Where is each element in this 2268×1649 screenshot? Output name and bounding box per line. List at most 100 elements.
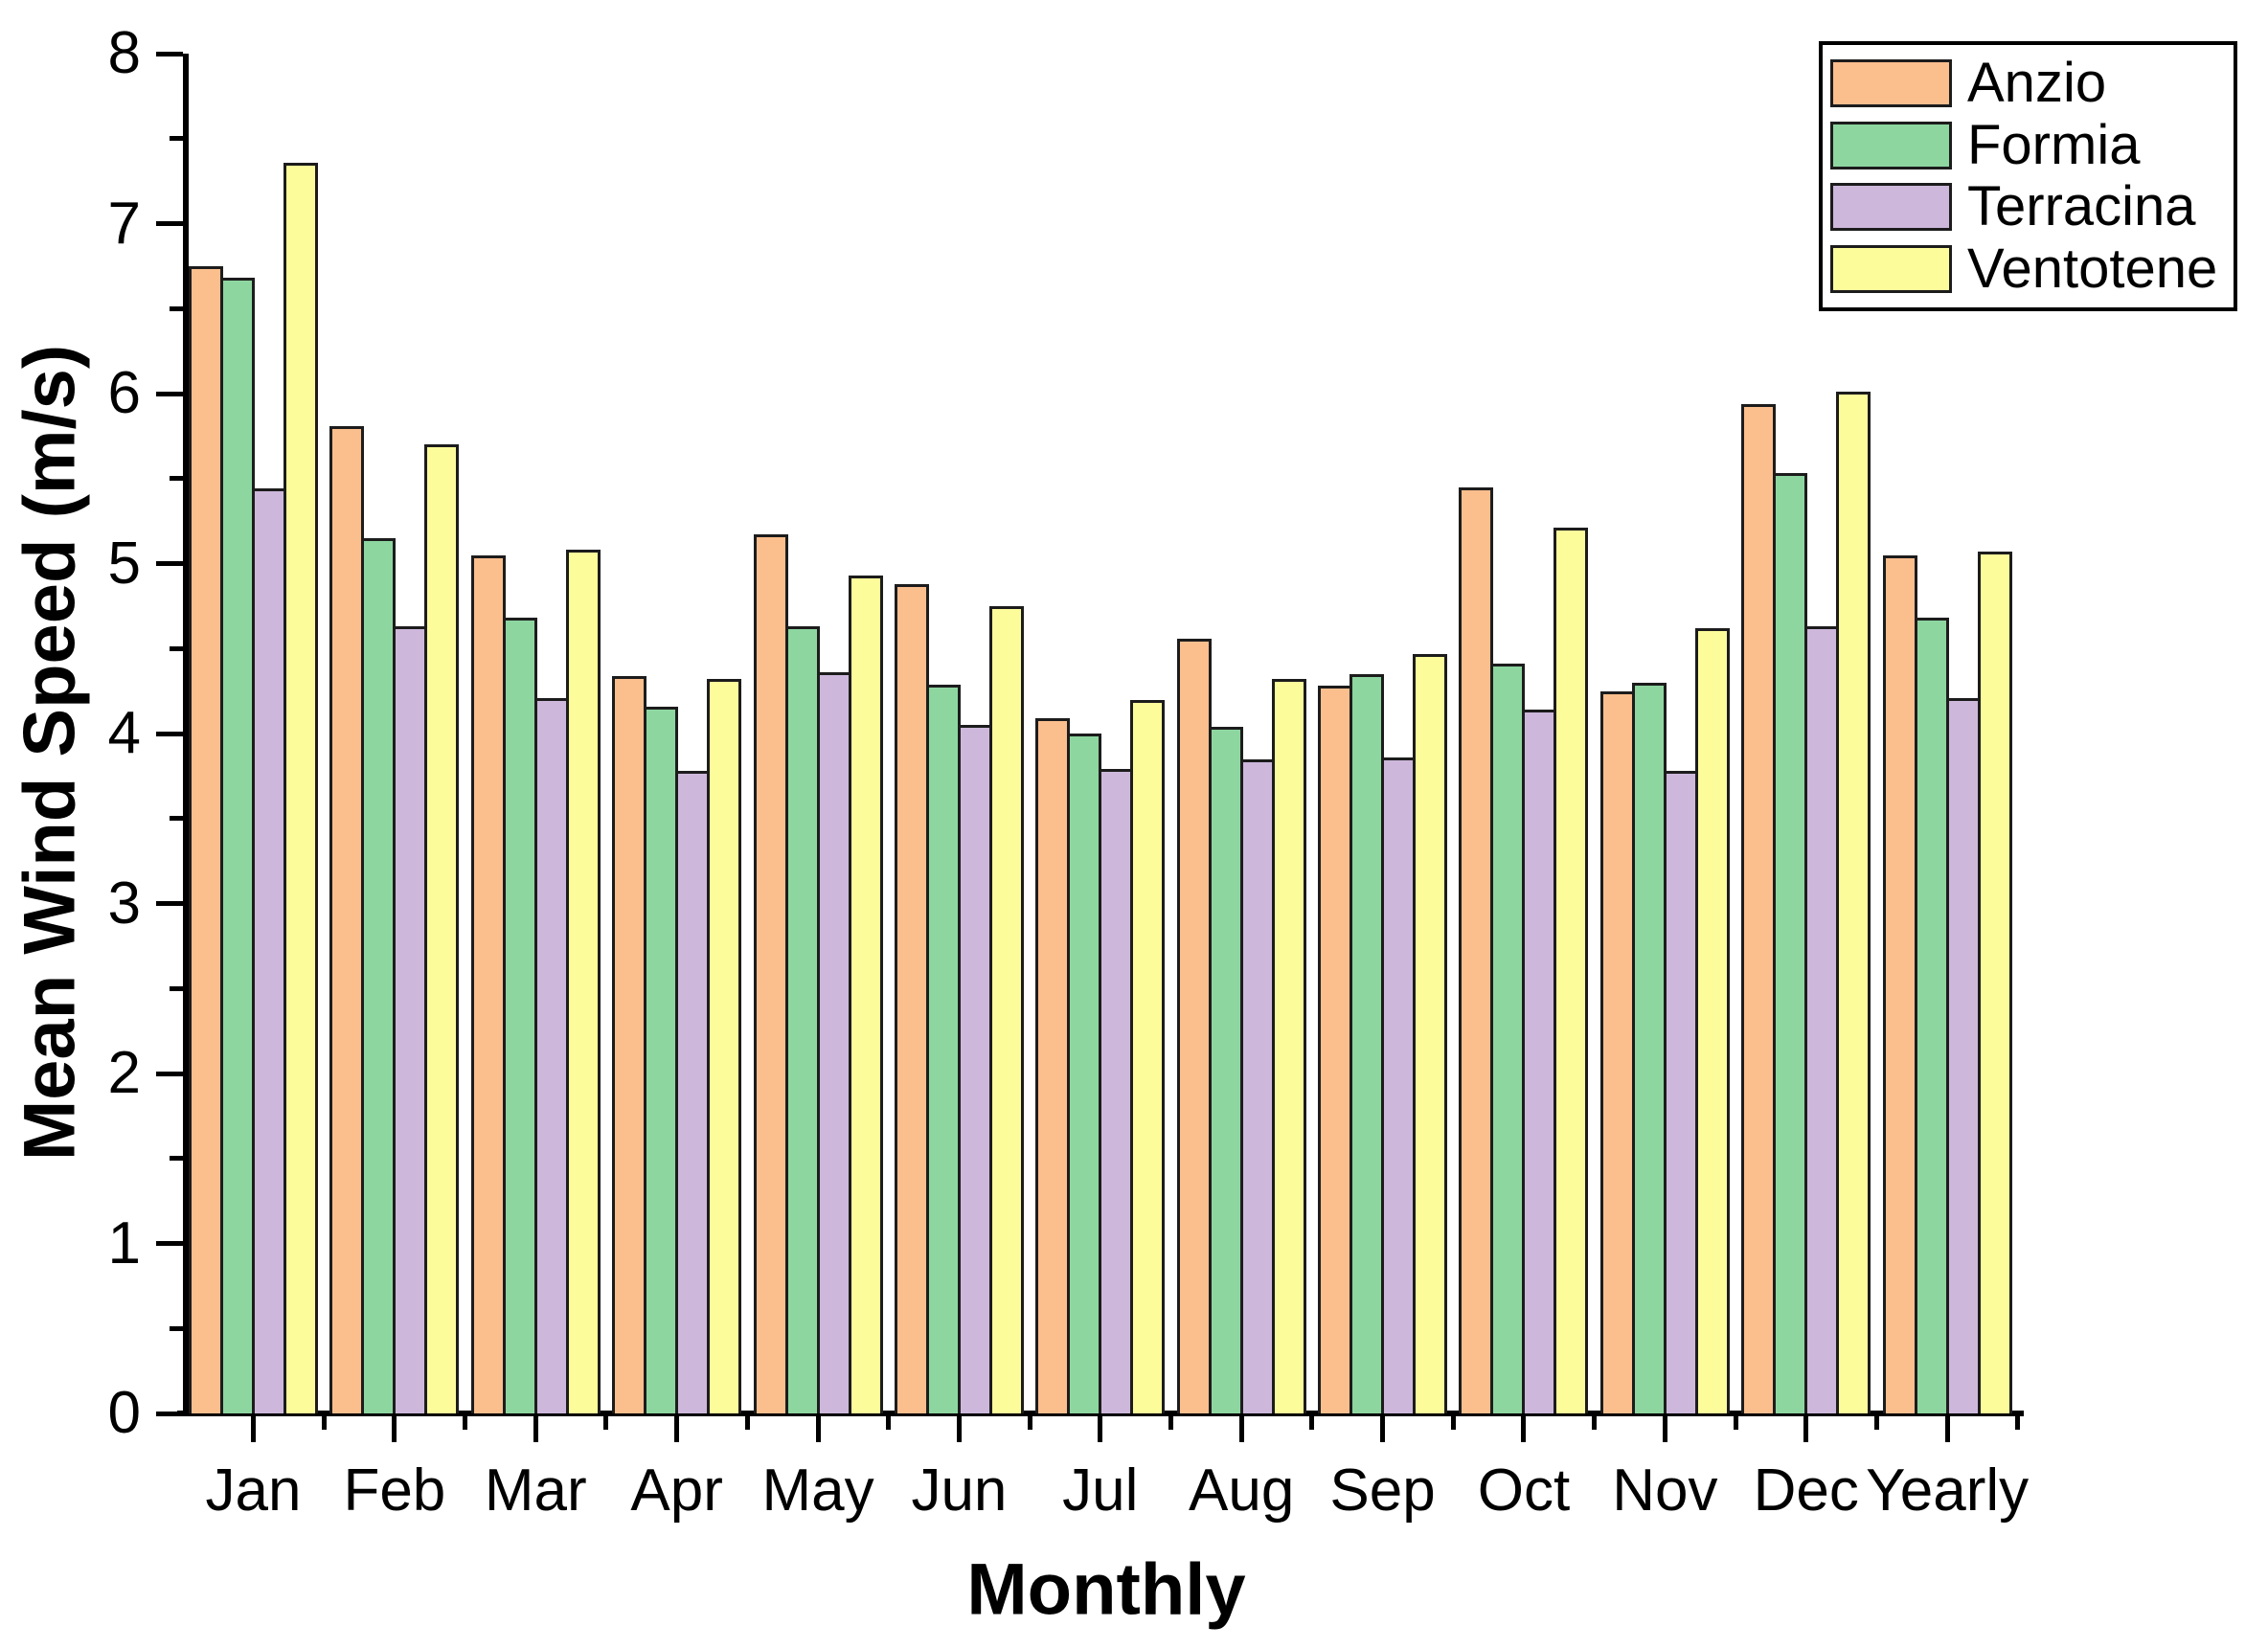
bar-ventotene-jan: [284, 162, 318, 1413]
x-major-tick: [1803, 1416, 1809, 1442]
x-minor-tick: [463, 1416, 468, 1430]
bar-formia-jan: [220, 278, 255, 1413]
bar-anzio-oct: [1459, 486, 1494, 1413]
bar-formia-apr: [644, 706, 679, 1413]
legend-label: Formia: [1967, 113, 2141, 176]
y-major-tick: [156, 221, 183, 226]
bar-ventotene-yearly: [1977, 552, 2012, 1413]
y-major-tick: [156, 1241, 183, 1246]
x-minor-tick: [2015, 1416, 2021, 1430]
bar-terracina-may: [816, 672, 851, 1413]
x-tick-label: Dec: [1753, 1457, 1859, 1524]
x-major-tick: [1944, 1416, 1950, 1442]
bar-ventotene-jun: [988, 605, 1024, 1413]
bar-anzio-jan: [189, 265, 223, 1413]
bar-formia-jul: [1067, 734, 1102, 1413]
y-tick-label: 1: [107, 1209, 141, 1276]
bar-formia-feb: [361, 537, 397, 1413]
bar-terracina-feb: [393, 626, 428, 1413]
y-tick-label: 3: [107, 870, 141, 937]
y-minor-tick: [170, 305, 183, 311]
x-minor-tick: [1733, 1416, 1738, 1430]
x-major-tick: [1521, 1416, 1527, 1442]
bar-terracina-aug: [1239, 758, 1275, 1413]
x-major-tick: [674, 1416, 680, 1442]
x-major-tick: [1380, 1416, 1386, 1442]
y-minor-tick: [170, 1325, 183, 1331]
legend-swatch-terracina: [1830, 183, 1952, 232]
y-major-tick: [156, 1411, 183, 1416]
legend-swatch-formia: [1830, 121, 1952, 169]
bar-ventotene-jul: [1130, 699, 1166, 1413]
legend-swatch-ventotene: [1830, 245, 1952, 294]
bar-formia-sep: [1349, 673, 1385, 1413]
x-tick-label: Jun: [911, 1457, 1008, 1524]
legend-swatch-anzio: [1830, 58, 1952, 107]
y-tick-label: 2: [107, 1040, 141, 1106]
x-tick-label: Oct: [1477, 1457, 1571, 1524]
x-tick-label: Apr: [630, 1457, 723, 1524]
x-axis-title: Monthly: [966, 1548, 1246, 1631]
x-tick-label: Feb: [343, 1457, 446, 1524]
x-major-tick: [815, 1416, 821, 1442]
bar-anzio-mar: [470, 554, 506, 1413]
bar-anzio-dec: [1741, 403, 1777, 1413]
y-tick-label: 7: [107, 190, 141, 257]
y-tick-label: 4: [107, 700, 141, 766]
bar-anzio-may: [753, 534, 788, 1413]
bar-anzio-sep: [1318, 686, 1353, 1413]
bar-ventotene-mar: [565, 550, 601, 1413]
x-minor-tick: [886, 1416, 892, 1430]
legend-label: Anzio: [1967, 51, 2107, 114]
bar-formia-nov: [1631, 682, 1667, 1413]
bar-terracina-nov: [1663, 771, 1698, 1413]
x-major-tick: [1238, 1416, 1244, 1442]
bar-anzio-nov: [1599, 690, 1635, 1413]
bar-anzio-jul: [1035, 718, 1071, 1413]
x-minor-tick: [1873, 1416, 1879, 1430]
x-major-tick: [251, 1416, 256, 1442]
y-tick-label: 0: [107, 1380, 141, 1446]
bar-terracina-sep: [1381, 757, 1417, 1413]
x-tick-label: Yearly: [1866, 1457, 2030, 1524]
y-tick-label: 6: [107, 360, 141, 426]
y-axis-line: [183, 54, 189, 1416]
bar-formia-may: [784, 626, 820, 1413]
x-tick-label: Jan: [205, 1457, 302, 1524]
y-major-tick: [156, 391, 183, 396]
bar-formia-mar: [502, 618, 537, 1413]
bar-terracina-mar: [533, 697, 569, 1413]
y-minor-tick: [170, 645, 183, 651]
x-major-tick: [1662, 1416, 1667, 1442]
x-major-tick: [533, 1416, 538, 1442]
bar-terracina-oct: [1522, 710, 1557, 1413]
bar-anzio-apr: [612, 675, 647, 1413]
bar-formia-yearly: [1914, 618, 1949, 1413]
y-minor-tick: [170, 136, 183, 142]
bar-terracina-dec: [1804, 626, 1840, 1413]
x-major-tick: [392, 1416, 397, 1442]
bar-ventotene-feb: [424, 444, 460, 1413]
bar-terracina-jun: [957, 725, 992, 1413]
bar-formia-oct: [1490, 664, 1526, 1413]
legend-row: Ventotene: [1830, 241, 2234, 297]
x-minor-tick: [603, 1416, 609, 1430]
bar-terracina-yearly: [1945, 697, 1981, 1413]
y-major-tick: [156, 51, 183, 56]
legend-row: Anzio: [1830, 51, 2234, 114]
y-major-tick: [156, 561, 183, 566]
legend-label: Terracina: [1967, 175, 2196, 238]
bar-terracina-jul: [1099, 769, 1134, 1413]
bar-ventotene-nov: [1694, 627, 1730, 1413]
bar-terracina-jan: [252, 488, 286, 1413]
bar-anzio-yearly: [1882, 554, 1917, 1413]
x-tick-label: Mar: [484, 1457, 587, 1524]
y-tick-label: 5: [107, 530, 141, 597]
y-minor-tick: [170, 1156, 183, 1162]
x-minor-tick: [1027, 1416, 1032, 1430]
x-minor-tick: [1592, 1416, 1598, 1430]
bar-formia-dec: [1773, 473, 1808, 1413]
bar-formia-jun: [925, 684, 961, 1413]
legend-row: Formia: [1830, 113, 2234, 176]
bar-ventotene-sep: [1413, 653, 1448, 1413]
